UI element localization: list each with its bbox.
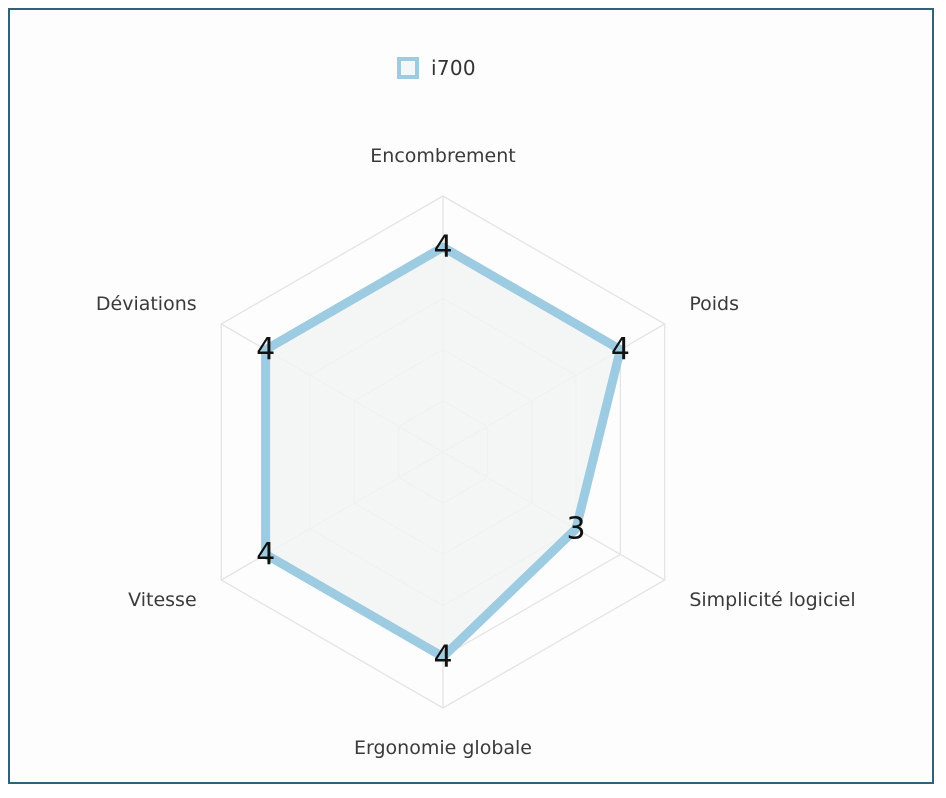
value-label-5: 4: [256, 332, 275, 367]
axis-label-0: Encombrement: [370, 145, 515, 167]
value-labels: 4 4 3 4 4 4: [256, 230, 630, 675]
axis-label-3: Ergonomie globale: [354, 737, 532, 759]
legend[interactable]: i700: [397, 56, 476, 80]
axis-labels: Encombrement Poids Simplicité logiciel Ergo…: [96, 145, 856, 759]
radar-area: [261, 242, 625, 662]
axis-label-4: Vitesse: [128, 589, 197, 611]
value-label-4: 4: [256, 537, 275, 572]
value-label-1: 4: [611, 332, 630, 367]
value-label-2: 3: [566, 511, 585, 546]
axis-label-5: Déviations: [96, 293, 197, 315]
series-area-0[interactable]: [261, 242, 625, 662]
legend-label: i700: [431, 56, 476, 80]
legend-swatch: [397, 57, 419, 79]
axis-label-2: Simplicité logiciel: [689, 589, 855, 611]
value-label-0: 4: [433, 230, 452, 265]
value-label-3: 4: [433, 639, 452, 674]
axis-label-1: Poids: [689, 293, 739, 315]
